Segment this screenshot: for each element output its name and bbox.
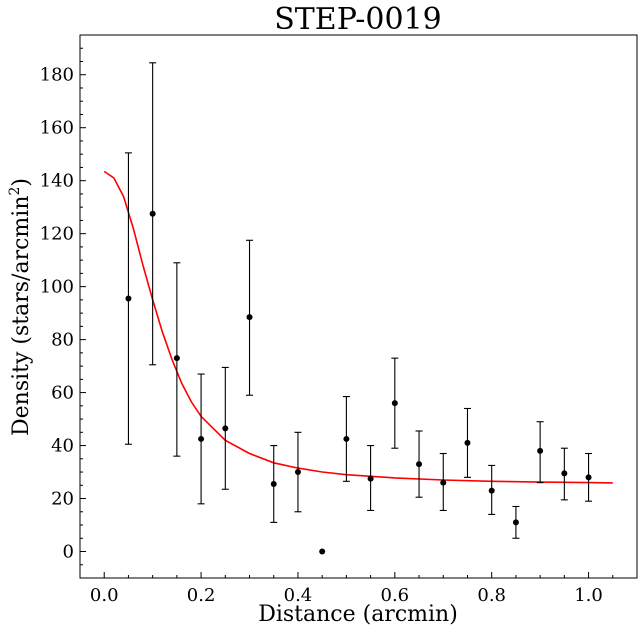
y-axis-label-main: Density (stars/arcmin [9, 196, 34, 437]
data-point [246, 314, 253, 321]
data-point [294, 469, 301, 476]
data-point [561, 470, 568, 477]
data-point [343, 435, 350, 442]
data-points-layer [124, 62, 593, 555]
y-axis-ticks: 0 20 40 60 80 100 120 140 160 180 [40, 34, 86, 566]
data-point [488, 487, 495, 494]
plot-area [79, 34, 638, 579]
x-axis-label: Distance (arcmin) [258, 602, 458, 627]
x-tick-label: 1.0 [574, 585, 603, 606]
data-point [270, 480, 277, 487]
data-point [391, 400, 398, 407]
data-point [319, 548, 326, 555]
y-tick-label: 60 [51, 383, 74, 404]
data-point [367, 475, 374, 482]
y-tick-label: 100 [40, 277, 74, 298]
y-axis-label-close: ) [9, 178, 34, 187]
y-tick-label: 0 [63, 542, 74, 563]
data-point [416, 461, 423, 468]
y-tick-label: 140 [40, 171, 74, 192]
fit-line [103, 170, 613, 484]
data-point [512, 519, 519, 526]
y-tick-label: 120 [40, 224, 74, 245]
data-point [440, 479, 447, 486]
data-point [585, 474, 592, 481]
y-tick-label: 40 [51, 436, 74, 457]
y-tick-label: 80 [51, 330, 74, 351]
data-point [173, 355, 180, 362]
y-axis-label: Density (stars/arcmin2) [7, 178, 34, 436]
y-tick-label: 20 [51, 489, 74, 510]
x-tick-label: 0.6 [381, 585, 410, 606]
data-point [537, 447, 544, 454]
data-point [464, 439, 471, 446]
y-tick-label: 160 [40, 118, 74, 139]
data-point [125, 295, 132, 302]
y-tick-label: 180 [40, 65, 74, 86]
data-point [222, 425, 229, 432]
x-tick-label: 0.0 [90, 585, 119, 606]
fit-curve-layer [103, 170, 613, 484]
x-tick-label: 0.8 [477, 585, 506, 606]
y-axis-label-superscript: 2 [7, 187, 23, 196]
x-tick-label: 0.4 [284, 585, 313, 606]
data-point [149, 210, 156, 217]
chart-title: STEP-0019 [274, 2, 442, 37]
data-point [198, 435, 205, 442]
x-tick-label: 0.2 [187, 585, 216, 606]
x-axis-ticks: 0.0 0.2 0.4 0.6 0.8 1.0 [79, 572, 638, 606]
